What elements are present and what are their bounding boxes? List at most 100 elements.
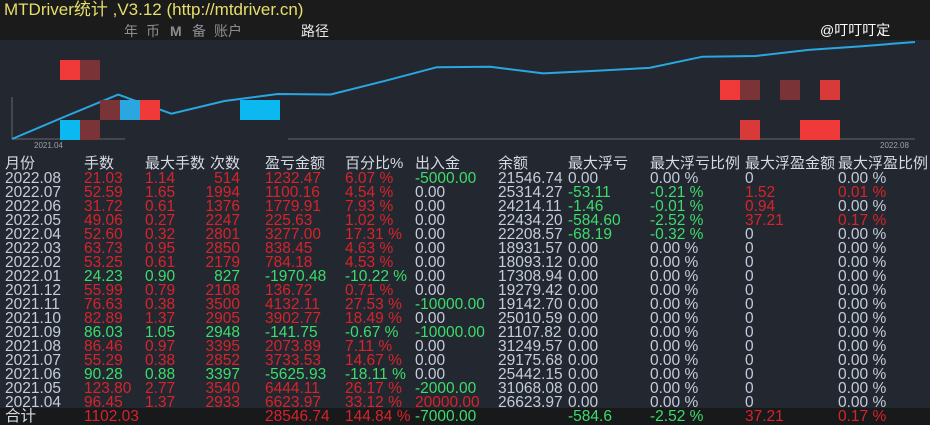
cell-max-lots: 0.38 <box>145 352 176 369</box>
header-max-lots: 最大手数 <box>145 155 206 172</box>
cell-max-lots: 1.14 <box>145 170 176 187</box>
cell-max-lots: 0.88 <box>145 366 176 383</box>
cell-max-drawdown-pct: 0.00 % <box>650 254 699 271</box>
cell-max-drawdown: 0.00 <box>568 366 599 383</box>
cell-balance: 25010.59 <box>498 310 563 327</box>
cell-balance: 21107.82 <box>498 324 562 341</box>
cell-max-drawdown: 0.00 <box>568 282 599 299</box>
cell-lots: 21.03 <box>84 170 123 187</box>
cell-balance: 25314.27 <box>498 184 563 201</box>
cell-max-floating-profit-pct: 0.17 % <box>838 408 887 425</box>
cell-max-drawdown: -584.6 <box>568 408 612 425</box>
cell-max-floating-profit-pct: 0.00 % <box>838 352 887 369</box>
cell-max-drawdown: 0.00 <box>568 268 599 285</box>
cell-percent: 6.07 % <box>345 170 394 187</box>
cell-max-lots: 0.95 <box>145 240 176 257</box>
cell-deposit: 0.00 <box>415 240 446 257</box>
x-axis-start-label: 2021.04 <box>34 141 63 150</box>
cell-max-drawdown-pct: -0.01 % <box>650 198 704 215</box>
header-percent: 百分比% <box>345 155 404 172</box>
cell-pnl: 2073.89 <box>265 338 322 355</box>
cell-max-floating-profit: 0 <box>745 254 754 271</box>
table-row: 2021.12 55.99 0.79 2108 136.72 0.71 % 0.00 1927… <box>0 282 930 299</box>
cell-lots: 82.89 <box>84 310 123 327</box>
cell-max-lots: 0.38 <box>145 296 176 313</box>
toolbar-item-note[interactable]: 备 <box>192 23 206 39</box>
toolbar-item-year[interactable]: 年 <box>124 23 138 39</box>
cell-max-floating-profit-pct: 0.00 % <box>838 380 887 397</box>
path-button[interactable]: 路径 <box>301 23 329 39</box>
mosaic-block <box>120 100 140 120</box>
cell-month: 2022.02 <box>5 254 62 271</box>
cell-month: 2022.03 <box>5 240 62 257</box>
cell-pnl: 136.72 <box>265 282 313 299</box>
cell-max-drawdown: 0.00 <box>568 338 599 355</box>
cell-max-floating-profit-pct: 0.00 % <box>838 254 887 271</box>
cell-pnl: 28546.74 <box>265 408 330 425</box>
table-row: 2021.07 55.29 0.38 2852 3733.53 14.67 % 0.00 29… <box>0 352 930 369</box>
toolbar-item-m[interactable]: M <box>170 23 182 39</box>
header-row: 月份 手数 最大手数 次数 盈亏金额 百分比% 出入金 余额 最大浮亏 最大浮亏比例 最大浮盈金额最… <box>0 155 930 172</box>
cell-count: 2850 <box>205 240 240 257</box>
header-pnl: 盈亏金额 <box>265 155 326 172</box>
cell-count: 2108 <box>205 282 240 299</box>
cell-percent: 4.53 % <box>345 254 394 271</box>
cell-percent: 33.12 % <box>345 394 402 411</box>
cell-count: 2247 <box>205 212 240 229</box>
cell-max-drawdown: 0.00 <box>568 380 599 397</box>
cell-max-lots: 0.97 <box>145 338 176 355</box>
mosaic-block <box>140 100 160 120</box>
cell-max-drawdown-pct: 0.00 % <box>650 338 699 355</box>
cell-balance: 21546.74 <box>498 170 563 187</box>
cell-deposit: 0.00 <box>415 268 446 285</box>
toolbar-item-currency[interactable]: 币 <box>146 23 160 39</box>
cell-month: 2021.10 <box>5 310 62 327</box>
toolbar-item-account[interactable]: 账户 <box>214 23 242 39</box>
cell-percent: -18.11 % <box>345 366 406 383</box>
cell-max-drawdown-pct: 0.00 % <box>650 380 699 397</box>
table-row: 2021.08 86.46 0.97 3395 2073.89 7.11 % 0.00 312… <box>0 338 930 355</box>
cell-max-floating-profit-pct: 0.00 % <box>838 282 887 299</box>
cell-max-drawdown-pct: 0.00 % <box>650 310 699 327</box>
cell-max-drawdown: -584.60 <box>568 212 621 229</box>
header-max-drawdown: 最大浮亏 <box>568 155 629 172</box>
cell-max-floating-profit: 0 <box>745 366 754 383</box>
cell-max-drawdown-pct: -0.21 % <box>650 184 704 201</box>
cell-month: 2021.06 <box>5 366 62 383</box>
cell-percent: -0.67 % <box>345 324 399 341</box>
monthly-stats-table: 月份 手数 最大手数 次数 盈亏金额 百分比% 出入金 余额 最大浮亏 最大浮亏比例 最大浮盈金额最… <box>0 150 930 425</box>
cell-balance: 17308.94 <box>498 268 563 285</box>
cell-max-floating-profit: 0 <box>745 170 754 187</box>
cell-lots: 86.46 <box>84 338 123 355</box>
cell-max-floating-profit-pct: 0.00 % <box>838 324 887 341</box>
cell-pnl: 6623.97 <box>265 394 322 411</box>
cell-max-drawdown: 0.00 <box>568 296 599 313</box>
cell-month: 2022.07 <box>5 184 62 201</box>
table-row: 2022.04 52.60 0.32 2801 3277.00 17.31 % 0.00 22… <box>0 226 930 243</box>
cell-lots: 31.72 <box>84 198 123 215</box>
cell-max-floating-profit-pct: 0.17 % <box>838 212 887 229</box>
cell-max-drawdown-pct: 0.00 % <box>650 282 699 299</box>
cell-max-drawdown-pct: -2.52 % <box>650 212 704 229</box>
cell-max-floating-profit-pct: 0.00 % <box>838 268 887 285</box>
cell-percent: 144.84 % <box>345 408 411 425</box>
cell-deposit: 0.00 <box>415 254 446 271</box>
cell-deposit: 0.00 <box>415 352 446 369</box>
cell-lots: 24.23 <box>84 268 123 285</box>
cell-deposit: 0.00 <box>415 226 446 243</box>
total-row: 合计 1102.03 28546.74 144.84 % -7000.00 -584.6 -… <box>0 408 930 425</box>
cell-lots: 55.99 <box>84 282 123 299</box>
cell-count: 2852 <box>205 352 240 369</box>
cell-pnl: 1232.47 <box>265 170 322 187</box>
cell-balance: 19279.42 <box>498 282 563 299</box>
cell-pnl: -141.75 <box>265 324 318 341</box>
x-axis-end-label: 2022.08 <box>880 141 909 150</box>
cell-max-drawdown-pct: 0.00 % <box>650 366 699 383</box>
table-row: 2021.04 96.45 1.37 2933 6623.97 33.12 % 20000.… <box>0 394 930 411</box>
cell-percent: 4.54 % <box>345 184 394 201</box>
header-month: 月份 <box>5 155 36 172</box>
cell-balance: 29175.68 <box>498 352 563 369</box>
cell-balance: 31068.08 <box>498 380 563 397</box>
cell-pnl: -1970.48 <box>265 268 327 285</box>
cell-max-drawdown-pct: 0.00 % <box>650 170 699 187</box>
